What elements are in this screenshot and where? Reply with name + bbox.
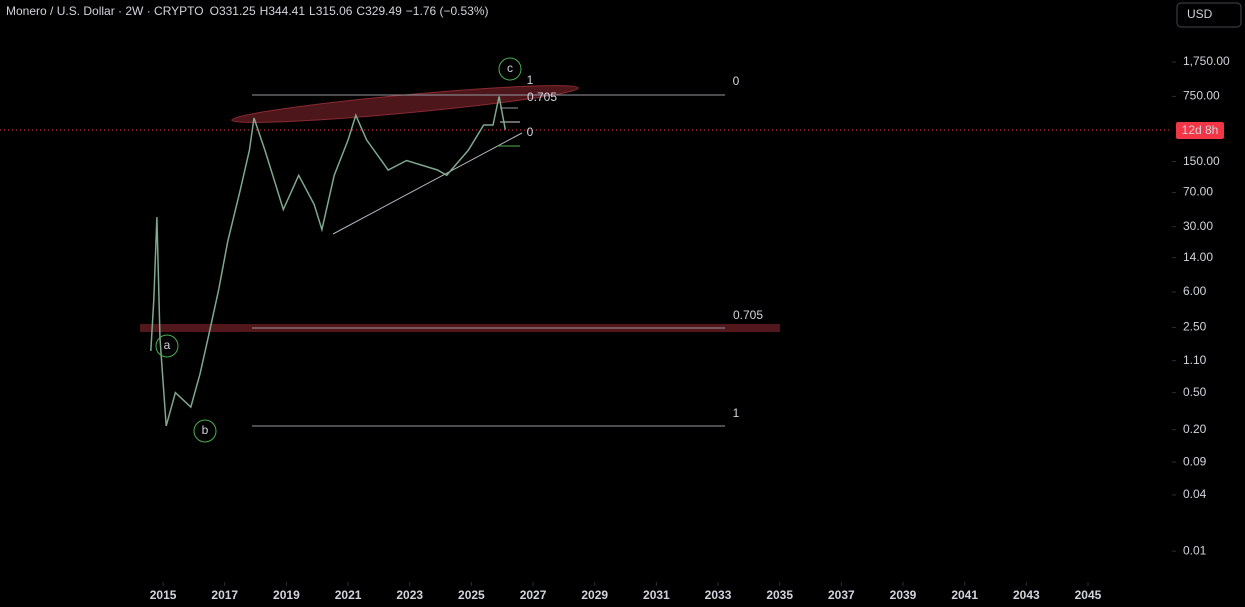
symbol: Monero / U.S. Dollar · 2W · CRYPTO (6, 4, 204, 18)
wave-circle (193, 419, 217, 443)
ohlc-key: O (210, 4, 219, 18)
x-tick-label: 2041 (951, 588, 978, 602)
trend-line (332, 132, 523, 235)
x-tick-label: 2017 (211, 588, 238, 602)
y-tick-label: 1,750.00 (1183, 54, 1230, 68)
y-tick-label: 150.00 (1183, 154, 1220, 168)
y-tick-label: 6.00 (1183, 284, 1207, 298)
price-line (150, 96, 507, 427)
change: −1.76 (−0.53%) (406, 4, 489, 18)
x-tick-label: 2033 (705, 588, 732, 602)
ohlc-key: H (260, 4, 269, 18)
y-tick-label: 750.00 (1183, 89, 1220, 103)
fib-label: 1 (527, 73, 534, 87)
x-tick-label: 2031 (643, 588, 670, 602)
x-tick-label: 2021 (335, 588, 362, 602)
ohlc-value: 344.41 (268, 4, 305, 18)
y-tick-label: 0.20 (1183, 422, 1207, 436)
x-tick-label: 2029 (581, 588, 608, 602)
y-tick-label: 0.50 (1183, 385, 1207, 399)
x-tick-label: 2023 (396, 588, 423, 602)
x-tick-label: 2035 (766, 588, 793, 602)
ohlc-value: 315.06 (316, 4, 353, 18)
countdown: 12d 8h (1182, 123, 1219, 137)
wave-label: b (202, 423, 209, 437)
x-tick-label: 2043 (1013, 588, 1040, 602)
y-tick-label: 0.04 (1183, 487, 1207, 501)
fib-label: 0 (733, 74, 740, 88)
x-tick-label: 2039 (890, 588, 917, 602)
x-tick-label: 2027 (520, 588, 547, 602)
x-tick-label: 2025 (458, 588, 485, 602)
y-tick-label: 14.00 (1183, 250, 1213, 264)
wave-label: a (164, 338, 171, 352)
x-tick-label: 2019 (273, 588, 300, 602)
y-tick-label: 0.09 (1183, 454, 1207, 468)
ohlc-key: L (309, 4, 316, 18)
x-tick-label: 2015 (150, 588, 177, 602)
x-tick-label: 2037 (828, 588, 855, 602)
fib-label: 0.705 (733, 308, 763, 322)
wave-circle (498, 57, 522, 81)
fib-label: 1 (733, 406, 740, 420)
y-tick-label: 0.01 (1183, 543, 1207, 557)
wave-circle (155, 334, 179, 358)
countdown-badge (1176, 122, 1224, 139)
ohlc-value: 331.25 (219, 4, 256, 18)
y-tick-label: 2.50 (1183, 320, 1207, 334)
ohlc-key: C (356, 4, 365, 18)
currency-label[interactable]: USD (1187, 7, 1213, 21)
fib-label: 0 (527, 125, 534, 139)
currency-button[interactable] (1176, 2, 1242, 28)
y-tick-label: 30.00 (1183, 219, 1213, 233)
fib-label: 0.705 (527, 90, 557, 104)
y-tick-label: 70.00 (1183, 185, 1213, 199)
wave-label: c (507, 61, 513, 75)
x-tick-label: 2045 (1075, 588, 1102, 602)
y-tick-label: 1.10 (1183, 353, 1207, 367)
ohlc-value: 329.49 (365, 4, 402, 18)
